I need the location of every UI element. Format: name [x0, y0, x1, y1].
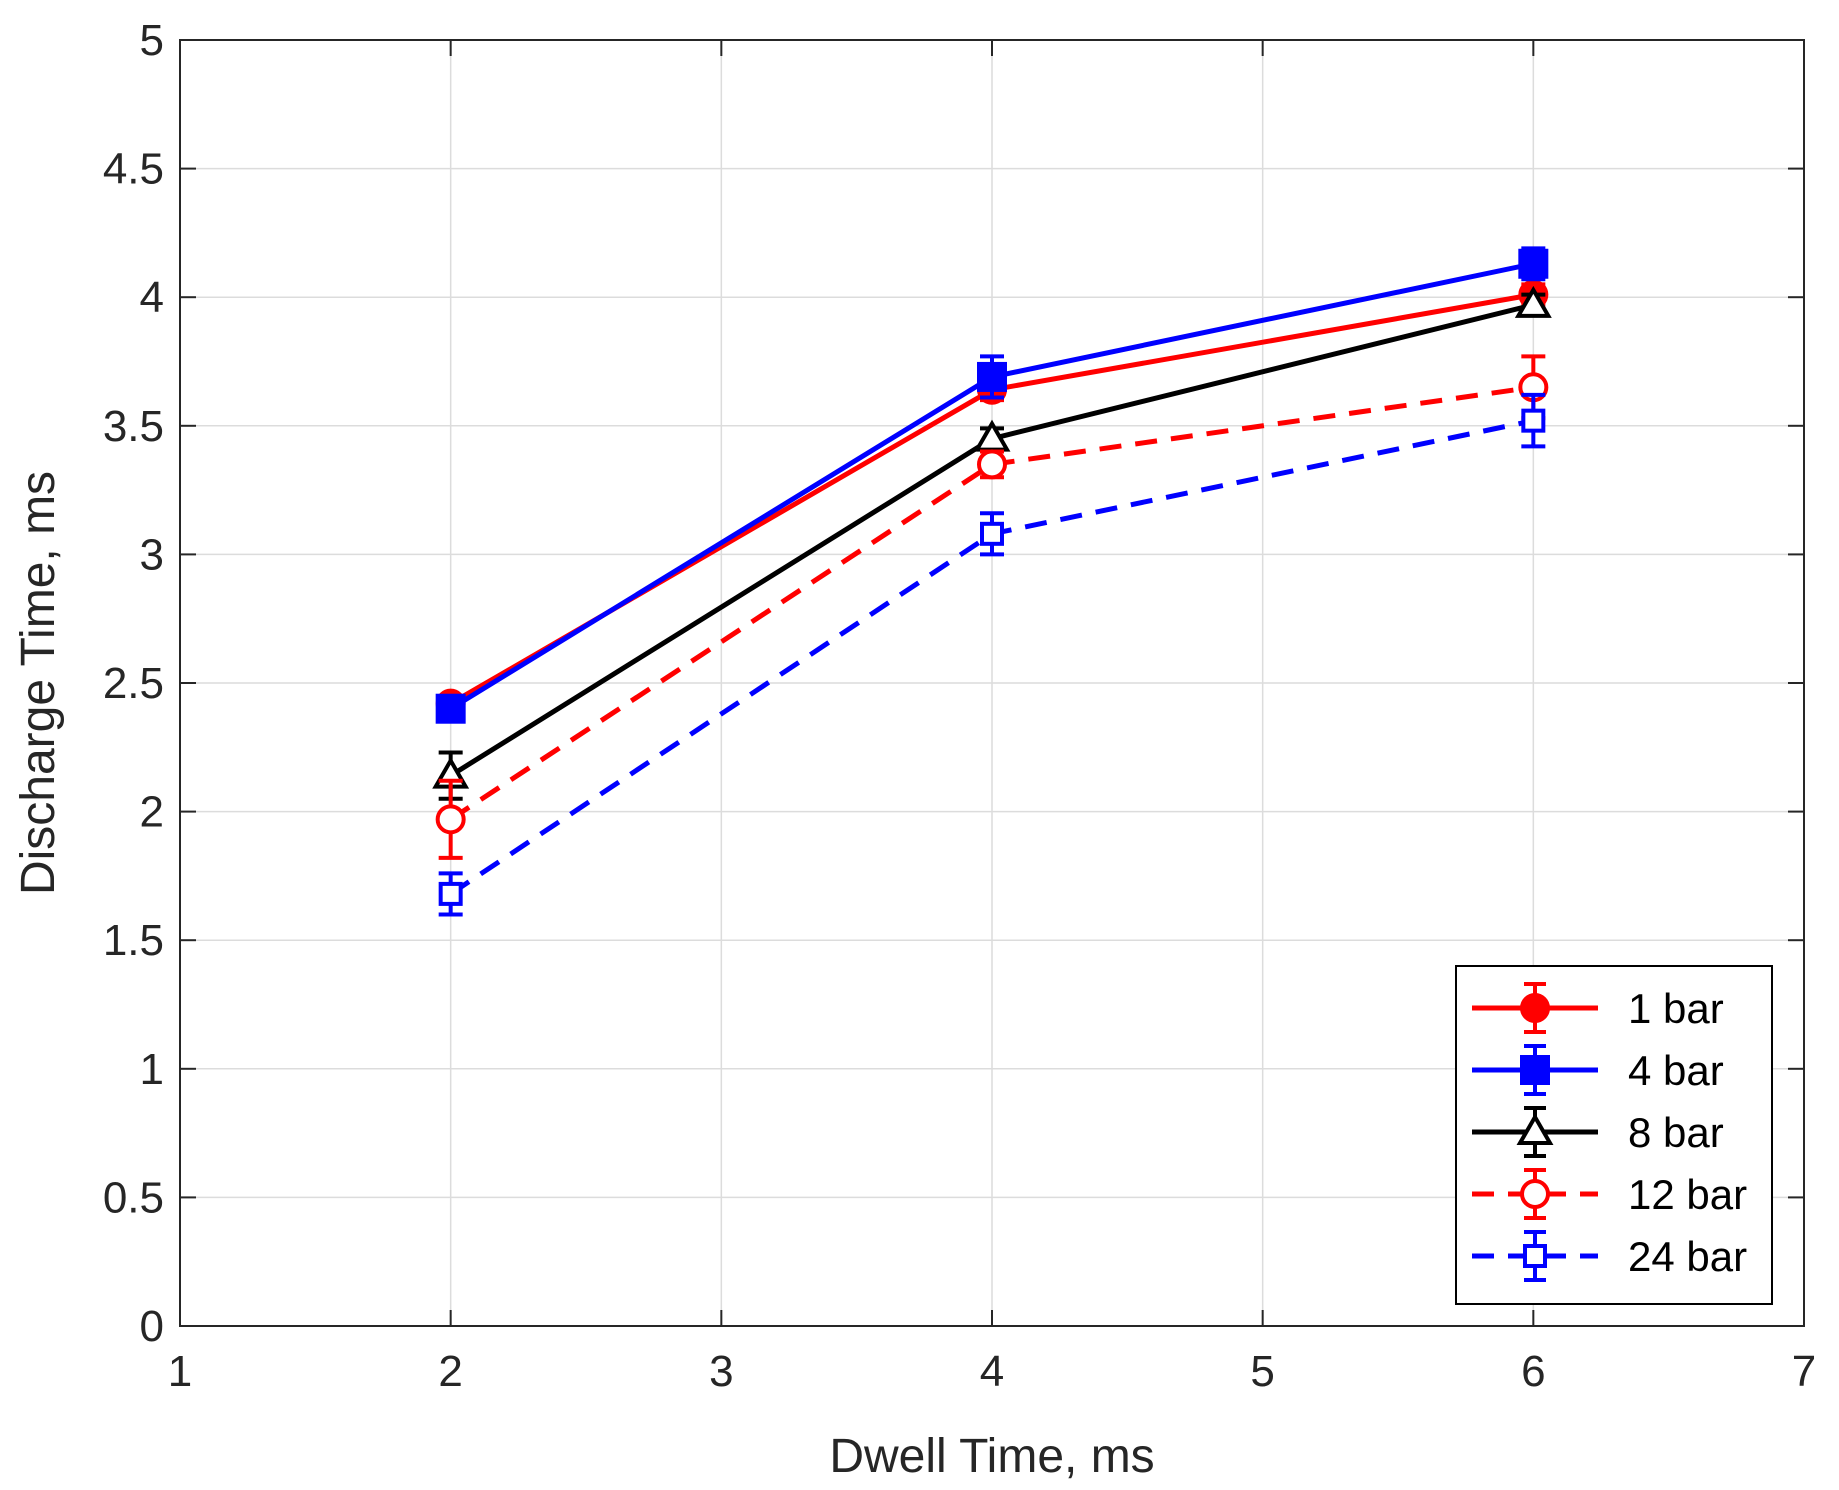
legend: 1 bar 4 bar 8 bar 12 bar 24 bar — [1455, 965, 1773, 1305]
data-point — [977, 361, 1007, 392]
data-point — [438, 881, 463, 906]
legend-entry: 8 bar — [1472, 1106, 1724, 1158]
data-point — [435, 693, 466, 724]
x-tick-label: 6 — [1521, 1347, 1545, 1396]
legend-marker — [1516, 1112, 1554, 1145]
legend-entry: 12 bar — [1472, 1168, 1747, 1220]
legend-label: 1 bar — [1628, 985, 1724, 1032]
data-point — [435, 804, 466, 835]
y-tick-label: 5 — [140, 16, 164, 65]
y-axis-label: Discharge Time, ms — [12, 471, 65, 895]
x-tick-label: 3 — [709, 1347, 733, 1396]
y-tick-label: 0 — [140, 1302, 164, 1351]
y-tick-label: 0.5 — [103, 1173, 164, 1222]
x-axis-label: Dwell Time, ms — [829, 1430, 1154, 1483]
legend-entry: 4 bar — [1472, 1044, 1724, 1096]
axis-ticks: 1 2 3 4 5 6 7 0 0.5 1 1.5 2 2.5 3 3.5 4 4.5 5 — [103, 16, 1816, 1396]
x-tick-label: 4 — [980, 1347, 1004, 1396]
x-tick-label: 2 — [438, 1347, 462, 1396]
legend-entry: 1 bar — [1472, 982, 1724, 1034]
legend-marker — [1523, 1244, 1547, 1268]
data-point — [1514, 285, 1552, 318]
series-4-bar — [435, 246, 1549, 724]
x-tick-label: 5 — [1250, 1347, 1274, 1396]
series-24-bar — [438, 392, 1546, 917]
legend-label: 4 bar — [1628, 1047, 1724, 1094]
y-tick-label: 4.5 — [103, 145, 164, 194]
y-tick-label: 3.5 — [103, 402, 164, 451]
data-point — [1521, 408, 1546, 433]
series-line — [449, 384, 1534, 822]
legend-marker — [1520, 1055, 1550, 1085]
y-tick-label: 1 — [140, 1045, 164, 1094]
x-tick-label: 7 — [1792, 1347, 1816, 1396]
y-tick-label: 4 — [140, 273, 164, 322]
legend-marker — [1520, 1179, 1550, 1209]
series-8-bar — [432, 285, 1552, 801]
legend-label: 8 bar — [1628, 1109, 1724, 1156]
data-point — [980, 521, 1004, 546]
y-tick-label: 2 — [140, 788, 164, 837]
x-tick-label: 1 — [168, 1347, 192, 1396]
legend-marker — [1520, 993, 1550, 1023]
y-tick-label: 2.5 — [103, 659, 164, 708]
legend-box — [1455, 965, 1773, 1305]
y-tick-label: 3 — [140, 530, 164, 579]
data-point — [977, 449, 1007, 480]
data-point — [1518, 248, 1549, 279]
y-tick-label: 1.5 — [103, 916, 164, 965]
series-layer — [432, 246, 1552, 917]
legend-label: 12 bar — [1628, 1171, 1747, 1218]
legend-entry: 24 bar — [1472, 1230, 1747, 1282]
legend-label: 24 bar — [1628, 1233, 1747, 1280]
